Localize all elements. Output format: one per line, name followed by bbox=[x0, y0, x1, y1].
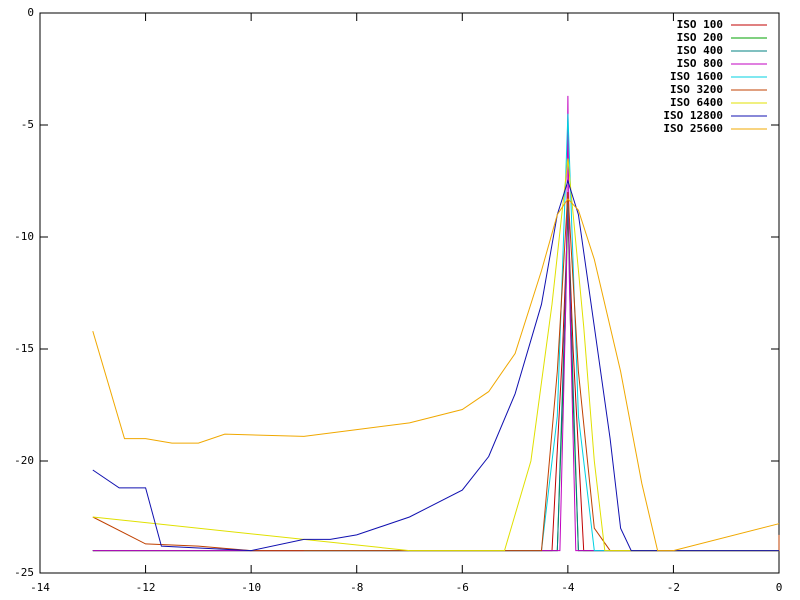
series-line bbox=[92, 158, 779, 552]
series-line bbox=[92, 192, 779, 552]
legend-label: ISO 100 bbox=[677, 18, 723, 31]
y-tick-label: -10 bbox=[14, 230, 34, 243]
x-tick-label: -6 bbox=[456, 581, 469, 594]
series-line bbox=[92, 192, 780, 552]
x-tick-label: -4 bbox=[561, 581, 575, 594]
plot-frame bbox=[39, 12, 780, 574]
x-tick-label: -8 bbox=[350, 581, 363, 594]
x-tick-label: 0 bbox=[776, 581, 783, 594]
y-tick-label: -5 bbox=[21, 118, 34, 131]
x-tick-label: -12 bbox=[136, 581, 156, 594]
legend-label: ISO 800 bbox=[677, 57, 723, 70]
legend-label: ISO 1600 bbox=[670, 70, 723, 83]
y-tick-label: 0 bbox=[27, 6, 34, 19]
series-line bbox=[92, 198, 780, 552]
legend-label: ISO 200 bbox=[677, 31, 723, 44]
series-line bbox=[92, 203, 779, 552]
y-tick-label: -20 bbox=[14, 454, 34, 467]
x-tick-label: -10 bbox=[241, 581, 261, 594]
y-tick-label: -15 bbox=[14, 342, 34, 355]
y-tick-label: -25 bbox=[14, 566, 34, 579]
legend-label: ISO 12800 bbox=[663, 109, 723, 122]
series-line bbox=[92, 179, 779, 552]
legend-label: ISO 400 bbox=[677, 44, 723, 57]
x-tick-label: -2 bbox=[667, 581, 680, 594]
legend-label: ISO 6400 bbox=[670, 96, 723, 109]
x-tick-label: -14 bbox=[30, 581, 50, 594]
series-line bbox=[92, 214, 779, 552]
series-line bbox=[92, 95, 779, 552]
series-line bbox=[303, 113, 779, 552]
legend-label: ISO 3200 bbox=[670, 83, 723, 96]
legend-label: ISO 25600 bbox=[663, 122, 723, 135]
